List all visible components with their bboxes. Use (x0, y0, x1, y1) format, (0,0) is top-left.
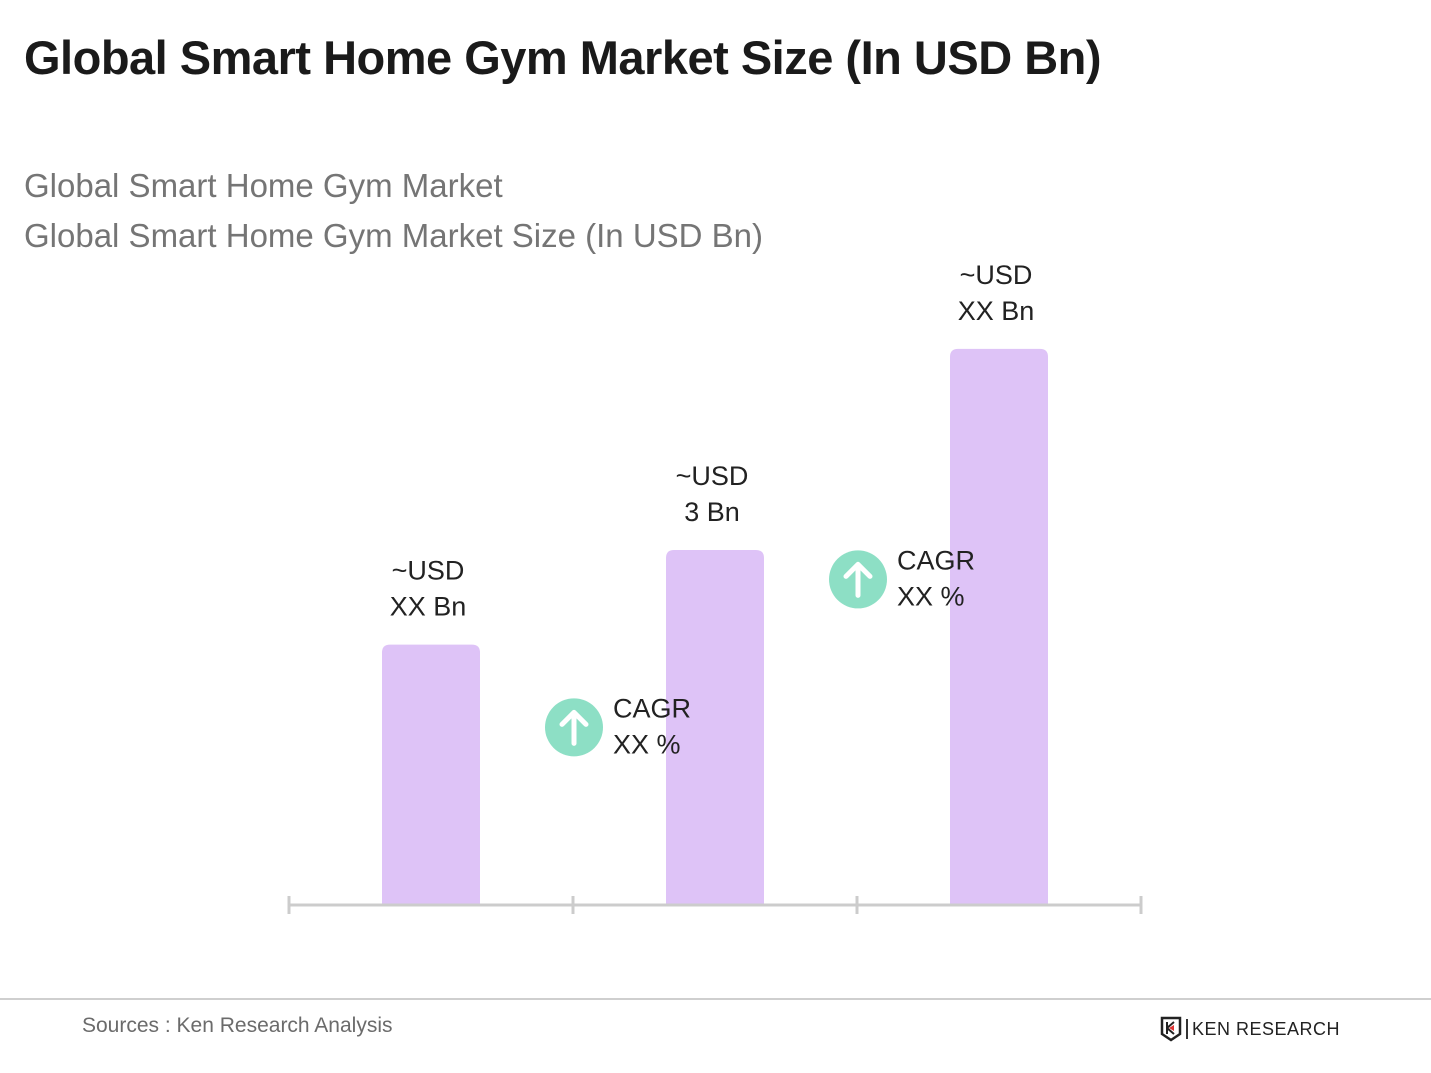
source-note: Sources : Ken Research Analysis (82, 1014, 393, 1037)
arrow-up-glyph (559, 709, 589, 746)
cagr-label: XX % (897, 581, 965, 611)
data-label: XX Bn (958, 296, 1035, 326)
arrow-up-glyph (843, 561, 873, 598)
ken-shield-icon (1160, 1016, 1182, 1042)
cagr-label: CAGR (613, 693, 691, 723)
data-label: ~USD (676, 461, 749, 491)
logo-text: KEN RESEARCH (1192, 1018, 1341, 1039)
data-label: 3 Bn (684, 497, 740, 527)
data-label: XX Bn (390, 592, 467, 622)
cagr-label: XX % (613, 729, 681, 759)
chart-subtitle: Global Smart Home Gym Market (24, 167, 503, 204)
data-label: ~USD (392, 556, 465, 586)
footer-divider (0, 998, 1431, 1000)
bar (666, 550, 764, 905)
chart-title: Global Smart Home Gym Market Size (In US… (24, 31, 1102, 84)
bar (950, 348, 1048, 905)
ken-research-logo: KEN RESEARCH (1160, 1016, 1340, 1042)
data-label: ~USD (960, 260, 1033, 290)
bar (382, 644, 480, 905)
logo-divider (1186, 1019, 1188, 1039)
cagr-label: CAGR (897, 545, 975, 575)
chart-subtitle-2: Global Smart Home Gym Market Size (In US… (24, 217, 764, 254)
